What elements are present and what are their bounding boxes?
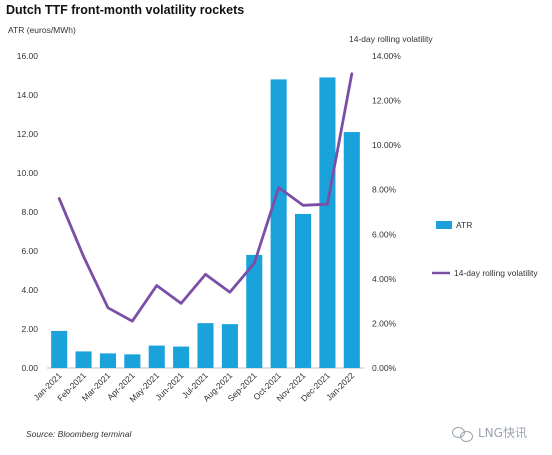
atr-bar <box>319 77 336 368</box>
y-right-axis-title: 14-day rolling volatility <box>349 34 433 44</box>
atr-bar <box>75 351 92 368</box>
source-note: Source: Bloomberg terminal <box>26 429 132 439</box>
y-right-tick-label: 0.00% <box>372 363 397 373</box>
y-left-axis-title: ATR (euros/MWh) <box>8 25 76 35</box>
chart-title: Dutch TTF front-month volatility rockets <box>6 3 245 17</box>
atr-bar <box>148 345 165 368</box>
chat-bubbles-icon <box>452 425 474 442</box>
atr-bar <box>99 353 117 368</box>
legend-label-atr: ATR <box>456 220 472 230</box>
legend-swatch-atr <box>436 221 452 229</box>
y-left-tick-label: 12.00 <box>17 129 39 139</box>
y-right-ticks: 0.00% 2.00% 4.00% 6.00% 8.00% 10.00% 12.00% 14.… <box>372 51 401 373</box>
y-left-tick-label: 10.00 <box>17 168 39 178</box>
atr-bar <box>51 330 68 368</box>
volatility-line-layer <box>57 72 354 323</box>
y-left-tick-label: 14.00 <box>17 90 39 100</box>
y-right-tick-label: 12.00% <box>372 96 401 106</box>
y-right-tick-label: 10.00% <box>372 140 401 150</box>
y-left-tick-label: 0.00 <box>21 363 38 373</box>
legend-label-volatility: 14-day rolling volatility <box>454 268 538 278</box>
watermark: LNG快讯 <box>452 424 527 442</box>
atr-bar <box>173 346 190 368</box>
y-left-tick-label: 16.00 <box>17 51 39 61</box>
y-right-tick-label: 4.00% <box>372 274 397 284</box>
atr-bar <box>270 79 287 369</box>
y-left-tick-label: 6.00 <box>21 246 38 256</box>
y-right-tick-label: 14.00% <box>372 51 401 61</box>
y-left-tick-label: 2.00 <box>21 324 38 334</box>
atr-bar <box>294 213 312 368</box>
watermark-text: LNG快讯 <box>478 426 527 440</box>
atr-bar <box>197 323 214 368</box>
atr-bar <box>221 324 238 368</box>
y-right-tick-label: 6.00% <box>372 229 397 239</box>
y-right-tick-label: 8.00% <box>372 185 397 195</box>
volatility-line <box>57 72 354 323</box>
atr-bars <box>51 77 360 369</box>
y-left-tick-label: 4.00 <box>21 285 38 295</box>
atr-bar <box>246 254 263 368</box>
atr-bar <box>343 132 360 368</box>
y-left-tick-label: 8.00 <box>21 207 38 217</box>
y-right-tick-label: 2.00% <box>372 318 397 328</box>
x-tick-labels: Jan-2021Feb-2021Mar-2021Apr-2021May-2021… <box>31 370 356 404</box>
y-left-ticks: 0.00 2.00 4.00 6.00 8.00 10.00 12.00 14.00 16.00 <box>17 51 39 373</box>
legend: ATR 14-day rolling volatility <box>432 220 538 278</box>
atr-bar <box>124 354 141 368</box>
